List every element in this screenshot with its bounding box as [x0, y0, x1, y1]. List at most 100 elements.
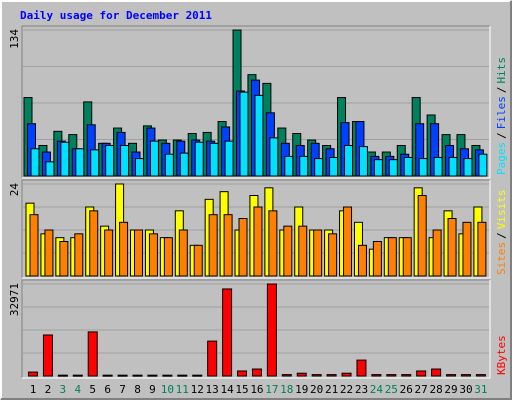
bar	[57, 374, 68, 377]
bar	[311, 374, 322, 377]
legend-separator: /	[495, 132, 508, 139]
bar	[433, 156, 443, 177]
bar	[402, 237, 412, 277]
bar	[42, 334, 53, 377]
legend-entry: KBytes	[495, 335, 508, 375]
bar	[104, 229, 114, 277]
y-tick-label: 24	[8, 183, 21, 197]
x-tick-label: 24	[370, 383, 384, 396]
legend: Sites / Visits	[495, 190, 508, 276]
x-tick-label: 15	[235, 383, 248, 396]
bar	[164, 153, 174, 177]
bar	[192, 374, 203, 377]
x-tick-label: 13	[206, 383, 219, 396]
panel-edge-dark	[21, 179, 490, 278]
x-tick-label: 4	[74, 383, 81, 396]
x-tick-label: 26	[400, 383, 413, 396]
y-tick-label: 32971	[8, 283, 21, 316]
legend-entry: Sites	[495, 242, 508, 275]
bar	[448, 156, 458, 177]
bar	[253, 206, 263, 277]
bar	[207, 340, 218, 377]
bar	[87, 331, 98, 377]
bar	[28, 371, 38, 377]
bar	[387, 237, 397, 277]
bar	[269, 137, 279, 177]
x-tick-label: 23	[355, 383, 368, 396]
bar	[45, 161, 55, 177]
x-tick-label: 25	[385, 383, 398, 396]
bar	[162, 374, 173, 377]
x-tick-label: 30	[459, 383, 472, 396]
bar	[29, 214, 39, 277]
chart-title: Daily usage for December 2011	[20, 9, 212, 22]
bar	[74, 233, 84, 277]
legend: Pages / Files / Hits	[495, 57, 508, 175]
bar	[344, 144, 354, 177]
bar	[357, 244, 367, 277]
bar	[132, 374, 143, 377]
x-tick-label: 19	[295, 383, 308, 396]
bar	[462, 221, 472, 277]
bar	[329, 156, 339, 177]
x-tick-label: 31	[474, 383, 487, 396]
legend-entry: Hits	[495, 57, 508, 84]
bar	[281, 374, 292, 377]
bar	[341, 372, 352, 377]
bar	[193, 244, 203, 277]
bar	[102, 374, 113, 377]
bar	[416, 370, 427, 377]
bar	[72, 374, 83, 377]
bar	[432, 229, 442, 277]
bar	[266, 283, 277, 377]
x-tick-label: 16	[250, 383, 263, 396]
legend: KBytes	[495, 335, 508, 375]
y-tick-label: 134	[8, 29, 21, 49]
bar	[298, 225, 308, 277]
bar	[177, 374, 188, 377]
bar	[475, 374, 486, 377]
bar	[147, 374, 158, 377]
bar	[431, 368, 442, 377]
bar	[223, 214, 233, 277]
x-tick-label: 3	[60, 383, 67, 396]
x-tick-label: 29	[444, 383, 457, 396]
x-tick-label: 27	[415, 383, 428, 396]
x-tick-label: 22	[340, 383, 353, 396]
bar	[446, 374, 457, 377]
x-tick-label: 10	[161, 383, 174, 396]
bar	[296, 372, 307, 377]
bar	[386, 374, 397, 377]
bar	[163, 237, 173, 277]
bar	[460, 374, 471, 377]
bar	[313, 229, 323, 277]
bar	[75, 148, 85, 177]
bar	[358, 146, 368, 177]
x-tick-label: 2	[45, 383, 52, 396]
bar	[149, 140, 159, 177]
bar	[237, 370, 248, 377]
bar	[284, 155, 294, 177]
bar	[105, 144, 115, 177]
bar	[328, 233, 338, 277]
panel-edge-dark	[21, 279, 490, 378]
panel-edge-light	[22, 180, 491, 279]
bar	[148, 233, 158, 277]
bar	[326, 374, 337, 377]
panel-edge-light	[22, 26, 491, 179]
bar	[135, 158, 145, 177]
bar	[120, 144, 130, 177]
x-tick-label: 6	[104, 383, 111, 396]
bar	[463, 158, 473, 177]
x-tick-label: 20	[310, 383, 323, 396]
panel-edge-dark	[21, 25, 490, 178]
bar	[224, 140, 234, 177]
x-tick-label: 18	[280, 383, 293, 396]
x-tick-label: 12	[191, 383, 204, 396]
bar	[239, 91, 249, 177]
legend-separator: /	[495, 87, 508, 94]
bar	[356, 359, 367, 377]
x-tick-label: 11	[176, 383, 189, 396]
